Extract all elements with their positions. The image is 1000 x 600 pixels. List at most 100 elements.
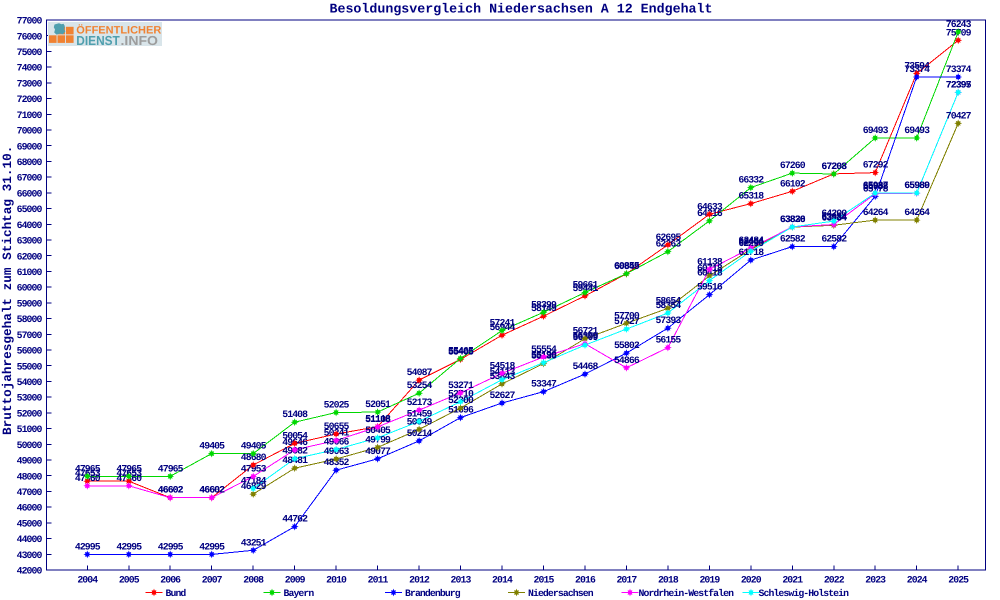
svg-text:54087: 54087 — [407, 367, 433, 378]
svg-text:46602: 46602 — [158, 485, 184, 496]
svg-text:51408: 51408 — [282, 409, 308, 420]
svg-text:50214: 50214 — [407, 428, 433, 439]
svg-text:59661: 59661 — [573, 280, 599, 291]
svg-text:76000: 76000 — [17, 31, 43, 42]
svg-text:47653: 47653 — [116, 468, 142, 479]
svg-text:49000: 49000 — [17, 456, 43, 467]
svg-text:66332: 66332 — [738, 175, 764, 186]
svg-text:47953: 47953 — [241, 464, 267, 475]
svg-text:43251: 43251 — [241, 537, 267, 548]
svg-text:51108: 51108 — [365, 414, 391, 425]
svg-text:Besoldungsvergleich Niedersach: Besoldungsvergleich Niedersachsen A 12 E… — [329, 2, 712, 17]
svg-text:62404: 62404 — [738, 236, 764, 247]
svg-text:47965: 47965 — [116, 463, 142, 474]
svg-text:55802: 55802 — [614, 340, 640, 351]
svg-text:2010: 2010 — [326, 575, 347, 586]
svg-text:73374: 73374 — [946, 64, 972, 75]
svg-text:67292: 67292 — [863, 160, 889, 171]
svg-text:Nordrhein-Westfalen: Nordrhein-Westfalen — [639, 588, 735, 599]
svg-text:51459: 51459 — [407, 408, 433, 419]
svg-text:2009: 2009 — [285, 575, 306, 586]
svg-text:Brandenburg: Brandenburg — [405, 588, 461, 599]
svg-text:58000: 58000 — [17, 314, 43, 325]
svg-text:63820: 63820 — [780, 214, 806, 225]
svg-text:58399: 58399 — [531, 299, 557, 310]
svg-text:65000: 65000 — [17, 204, 43, 215]
svg-text:56399: 56399 — [573, 331, 599, 342]
svg-text:Schleswig-Holstein: Schleswig-Holstein — [759, 588, 850, 599]
svg-text:2007: 2007 — [202, 575, 223, 586]
svg-text:65989: 65989 — [904, 180, 930, 191]
svg-text:58654: 58654 — [655, 295, 681, 306]
svg-text:2013: 2013 — [451, 575, 472, 586]
svg-text:2021: 2021 — [782, 575, 803, 586]
svg-text:69493: 69493 — [904, 125, 930, 136]
svg-text:52000: 52000 — [17, 409, 43, 420]
svg-text:64264: 64264 — [863, 207, 889, 218]
svg-text:75000: 75000 — [17, 47, 43, 58]
svg-text:64000: 64000 — [17, 220, 43, 231]
svg-text:61138: 61138 — [697, 256, 723, 267]
svg-text:62484: 62484 — [738, 235, 764, 246]
svg-text:2015: 2015 — [534, 575, 555, 586]
svg-text:64200: 64200 — [821, 208, 847, 219]
svg-text:47965: 47965 — [158, 463, 184, 474]
svg-text:65318: 65318 — [738, 191, 764, 202]
svg-text:54518: 54518 — [490, 360, 516, 371]
svg-text:42000: 42000 — [17, 566, 43, 577]
svg-text:63984: 63984 — [821, 212, 847, 223]
svg-text:67260: 67260 — [780, 160, 806, 171]
svg-text:.INFO: .INFO — [121, 33, 159, 48]
svg-text:47965: 47965 — [75, 463, 101, 474]
svg-text:63934: 63934 — [821, 212, 847, 223]
svg-text:48481: 48481 — [282, 455, 308, 466]
svg-text:56155: 56155 — [655, 335, 681, 346]
svg-text:52173: 52173 — [407, 397, 433, 408]
svg-text:66000: 66000 — [17, 189, 43, 200]
svg-text:67208: 67208 — [821, 161, 847, 172]
svg-text:62582: 62582 — [821, 234, 847, 245]
svg-text:64633: 64633 — [697, 201, 723, 212]
svg-text:61000: 61000 — [17, 267, 43, 278]
svg-text:73374: 73374 — [904, 64, 930, 75]
svg-text:77000: 77000 — [17, 16, 43, 27]
svg-text:72395: 72395 — [946, 79, 972, 90]
svg-text:49405: 49405 — [199, 441, 225, 452]
svg-text:42995: 42995 — [158, 541, 184, 552]
svg-text:76243: 76243 — [946, 19, 972, 30]
svg-text:2023: 2023 — [865, 575, 886, 586]
svg-text:49063: 49063 — [324, 446, 350, 457]
svg-text:58354: 58354 — [655, 300, 681, 311]
svg-text:50054: 50054 — [282, 430, 308, 441]
svg-text:73000: 73000 — [17, 79, 43, 90]
svg-text:52627: 52627 — [490, 390, 516, 401]
svg-text:53271: 53271 — [448, 380, 474, 391]
svg-text:47653: 47653 — [75, 468, 101, 479]
svg-text:60855: 60855 — [614, 261, 640, 272]
svg-text:52025: 52025 — [324, 400, 350, 411]
svg-text:53000: 53000 — [17, 393, 43, 404]
svg-text:2024: 2024 — [907, 575, 928, 586]
svg-text:53843: 53843 — [490, 371, 516, 382]
svg-text:73594: 73594 — [904, 61, 930, 72]
svg-text:2025: 2025 — [948, 575, 969, 586]
svg-text:47360: 47360 — [116, 473, 142, 484]
svg-text:65938: 65938 — [863, 181, 889, 192]
svg-text:60418: 60418 — [697, 268, 723, 279]
svg-text:69000: 69000 — [17, 141, 43, 152]
svg-text:53347: 53347 — [531, 379, 557, 390]
svg-text:55405: 55405 — [448, 346, 474, 357]
svg-text:71000: 71000 — [17, 110, 43, 121]
svg-text:2012: 2012 — [409, 575, 430, 586]
svg-text:66102: 66102 — [780, 178, 806, 189]
svg-text:43000: 43000 — [17, 550, 43, 561]
svg-text:42995: 42995 — [116, 541, 142, 552]
svg-text:2008: 2008 — [243, 575, 264, 586]
svg-text:63826: 63826 — [780, 214, 806, 225]
svg-text:57000: 57000 — [17, 330, 43, 341]
svg-text:48680: 48680 — [241, 452, 267, 463]
svg-text:57700: 57700 — [614, 310, 640, 321]
svg-text:54000: 54000 — [17, 377, 43, 388]
svg-text:46602: 46602 — [158, 485, 184, 496]
svg-text:55554: 55554 — [531, 344, 557, 355]
